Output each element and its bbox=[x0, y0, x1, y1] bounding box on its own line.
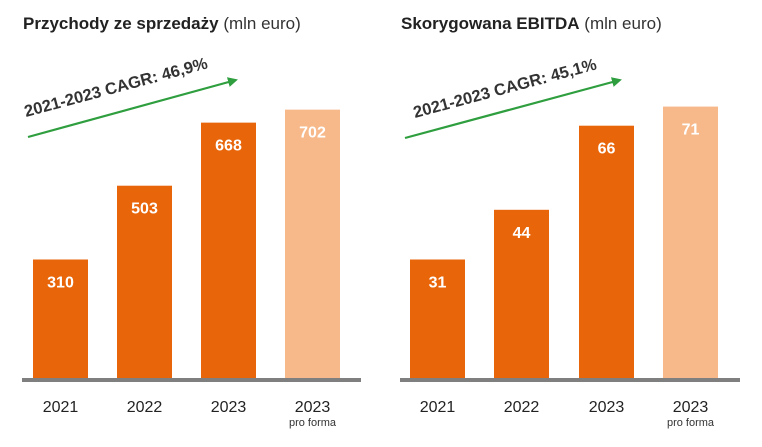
chart-1-value-label-3: 668 bbox=[215, 138, 242, 155]
chart-2-bar-3 bbox=[579, 125, 634, 379]
chart-1-bar-1 bbox=[33, 259, 88, 378]
chart-2-bar-4 bbox=[663, 106, 718, 378]
chart-2-category-label-3: 2023 bbox=[589, 399, 625, 416]
chart-2-cagr-arrow bbox=[404, 77, 622, 140]
chart-1-category-label-4: 2023 bbox=[295, 399, 331, 416]
chart-1-category-label-2: 2022 bbox=[127, 399, 163, 416]
chart-2-category-label-4: 2023 bbox=[673, 399, 709, 416]
chart-1-category-label-1: 2021 bbox=[43, 399, 79, 416]
chart-1-bar-4 bbox=[285, 109, 340, 378]
chart-2-value-label-2: 44 bbox=[513, 225, 531, 242]
chart-1-unit: (mln euro) bbox=[223, 14, 301, 33]
chart-1-title: Przychody ze sprzedaży (mln euro) bbox=[23, 14, 301, 34]
chart-2-title: Skorygowana EBITDA (mln euro) bbox=[401, 14, 662, 34]
chart-2-category-label-1: 2021 bbox=[420, 399, 456, 416]
chart-2-value-label-3: 66 bbox=[598, 141, 616, 158]
chart-2-bar-1 bbox=[410, 259, 465, 378]
chart-1-value-label-1: 310 bbox=[47, 274, 74, 291]
chart-1-value-label-2: 503 bbox=[131, 201, 158, 218]
chart-2-value-label-4: 71 bbox=[682, 122, 700, 139]
chart-1-category-label-3: 2023 bbox=[211, 399, 247, 416]
chart-2-title-text: Skorygowana EBITDA bbox=[401, 14, 580, 33]
chart-1-value-label-4: 702 bbox=[299, 125, 326, 142]
chart-1-bar-2 bbox=[117, 185, 172, 378]
chart-2-category-note-4: pro forma bbox=[667, 417, 715, 429]
chart-2-bar-2 bbox=[494, 209, 549, 378]
chart-2-unit: (mln euro) bbox=[584, 14, 662, 33]
chart-1-cagr-label: 2021-2023 CAGR: 46,9% bbox=[22, 54, 209, 120]
chart-1-category-note-4: pro forma bbox=[289, 417, 337, 429]
chart-1-cagr-arrow bbox=[27, 77, 238, 139]
chart-1-title-text: Przychody ze sprzedaży bbox=[23, 14, 219, 33]
chart-1-bar-3 bbox=[201, 122, 256, 379]
chart-2-category-label-2: 2022 bbox=[504, 399, 540, 416]
chart-2-value-label-1: 31 bbox=[429, 274, 447, 291]
